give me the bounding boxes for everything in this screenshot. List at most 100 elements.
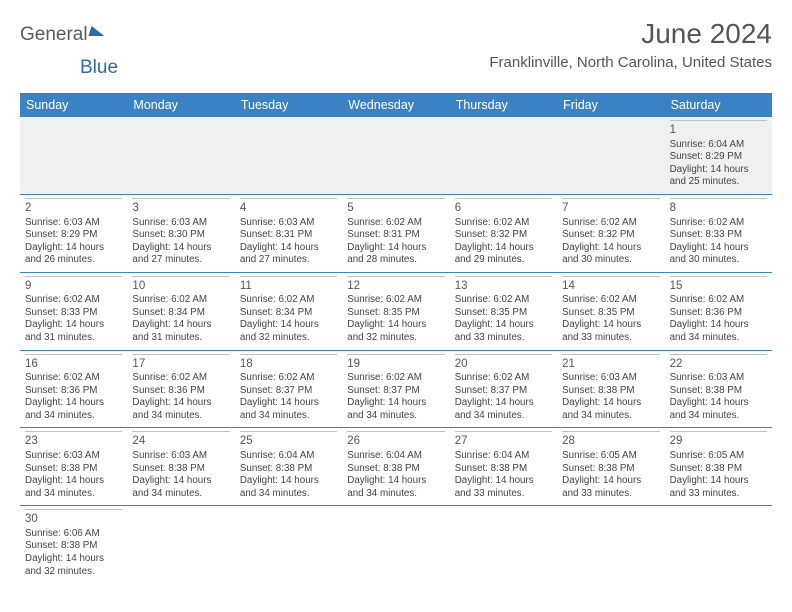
- sunrise-line: Sunrise: 6:02 AM: [240, 372, 337, 385]
- logo: General: [20, 24, 106, 46]
- calendar-day-cell: 29Sunrise: 6:05 AMSunset: 8:38 PMDayligh…: [665, 428, 772, 505]
- calendar-week-row: 23Sunrise: 6:03 AMSunset: 8:38 PMDayligh…: [20, 428, 772, 506]
- daylight-line: Daylight: 14 hours and 27 minutes.: [240, 242, 337, 267]
- daylight-line: Daylight: 14 hours and 34 minutes.: [25, 397, 122, 422]
- daylight-line: Daylight: 14 hours and 34 minutes.: [562, 397, 659, 422]
- calendar-day-cell: 20Sunrise: 6:02 AMSunset: 8:37 PMDayligh…: [450, 351, 557, 428]
- sunset-line: Sunset: 8:38 PM: [562, 385, 659, 398]
- sunrise-line: Sunrise: 6:03 AM: [132, 217, 229, 230]
- calendar-day-cell: 12Sunrise: 6:02 AMSunset: 8:35 PMDayligh…: [342, 273, 449, 350]
- sunset-line: Sunset: 8:38 PM: [562, 463, 659, 476]
- sunrise-line: Sunrise: 6:02 AM: [132, 294, 229, 307]
- date-number: 15: [670, 276, 767, 294]
- calendar-empty-cell: [235, 506, 342, 583]
- sunset-line: Sunset: 8:35 PM: [562, 307, 659, 320]
- calendar-empty-cell: [342, 506, 449, 583]
- calendar-empty-cell: [557, 506, 664, 583]
- sunrise-line: Sunrise: 6:02 AM: [347, 217, 444, 230]
- date-number: 13: [455, 276, 552, 294]
- calendar-day-cell: 3Sunrise: 6:03 AMSunset: 8:30 PMDaylight…: [127, 195, 234, 272]
- sunset-line: Sunset: 8:30 PM: [132, 229, 229, 242]
- date-number: 7: [562, 198, 659, 216]
- sunrise-line: Sunrise: 6:03 AM: [562, 372, 659, 385]
- day-header-row: Sunday Monday Tuesday Wednesday Thursday…: [20, 93, 772, 117]
- date-number: 18: [240, 354, 337, 372]
- date-number: 12: [347, 276, 444, 294]
- calendar-day-cell: 1Sunrise: 6:04 AMSunset: 8:29 PMDaylight…: [665, 117, 772, 194]
- sunset-line: Sunset: 8:34 PM: [132, 307, 229, 320]
- calendar-day-cell: 26Sunrise: 6:04 AMSunset: 8:38 PMDayligh…: [342, 428, 449, 505]
- date-number: 10: [132, 276, 229, 294]
- calendar-week-row: 1Sunrise: 6:04 AMSunset: 8:29 PMDaylight…: [20, 117, 772, 195]
- calendar-day-cell: 25Sunrise: 6:04 AMSunset: 8:38 PMDayligh…: [235, 428, 342, 505]
- sunrise-line: Sunrise: 6:02 AM: [455, 372, 552, 385]
- sunrise-line: Sunrise: 6:05 AM: [562, 450, 659, 463]
- calendar-day-cell: 11Sunrise: 6:02 AMSunset: 8:34 PMDayligh…: [235, 273, 342, 350]
- calendar-day-cell: 16Sunrise: 6:02 AMSunset: 8:36 PMDayligh…: [20, 351, 127, 428]
- day-header-thursday: Thursday: [450, 93, 557, 117]
- calendar-empty-cell: [557, 117, 664, 194]
- sunset-line: Sunset: 8:38 PM: [132, 463, 229, 476]
- sunset-line: Sunset: 8:32 PM: [455, 229, 552, 242]
- logo-triangle-icon: [88, 26, 107, 36]
- sunrise-line: Sunrise: 6:02 AM: [455, 294, 552, 307]
- daylight-line: Daylight: 14 hours and 25 minutes.: [670, 164, 767, 189]
- calendar-empty-cell: [235, 117, 342, 194]
- daylight-line: Daylight: 14 hours and 34 minutes.: [240, 475, 337, 500]
- calendar-empty-cell: [342, 117, 449, 194]
- daylight-line: Daylight: 14 hours and 27 minutes.: [132, 242, 229, 267]
- sunset-line: Sunset: 8:38 PM: [25, 540, 122, 553]
- sunrise-line: Sunrise: 6:02 AM: [132, 372, 229, 385]
- sunset-line: Sunset: 8:29 PM: [25, 229, 122, 242]
- sunset-line: Sunset: 8:35 PM: [455, 307, 552, 320]
- daylight-line: Daylight: 14 hours and 33 minutes.: [562, 319, 659, 344]
- calendar-empty-cell: [665, 506, 772, 583]
- daylight-line: Daylight: 14 hours and 34 minutes.: [240, 397, 337, 422]
- calendar-day-cell: 13Sunrise: 6:02 AMSunset: 8:35 PMDayligh…: [450, 273, 557, 350]
- sunset-line: Sunset: 8:36 PM: [132, 385, 229, 398]
- daylight-line: Daylight: 14 hours and 34 minutes.: [347, 475, 444, 500]
- date-number: 4: [240, 198, 337, 216]
- sunset-line: Sunset: 8:33 PM: [670, 229, 767, 242]
- date-number: 25: [240, 431, 337, 449]
- sunrise-line: Sunrise: 6:02 AM: [670, 294, 767, 307]
- sunset-line: Sunset: 8:35 PM: [347, 307, 444, 320]
- date-number: 30: [25, 509, 122, 527]
- day-header-monday: Monday: [127, 93, 234, 117]
- sunrise-line: Sunrise: 6:02 AM: [347, 372, 444, 385]
- daylight-line: Daylight: 14 hours and 32 minutes.: [25, 553, 122, 578]
- sunrise-line: Sunrise: 6:04 AM: [347, 450, 444, 463]
- date-number: 5: [347, 198, 444, 216]
- calendar-day-cell: 17Sunrise: 6:02 AMSunset: 8:36 PMDayligh…: [127, 351, 234, 428]
- sunset-line: Sunset: 8:36 PM: [670, 307, 767, 320]
- sunrise-line: Sunrise: 6:02 AM: [25, 372, 122, 385]
- sunrise-line: Sunrise: 6:02 AM: [347, 294, 444, 307]
- daylight-line: Daylight: 14 hours and 32 minutes.: [347, 319, 444, 344]
- calendar-day-cell: 4Sunrise: 6:03 AMSunset: 8:31 PMDaylight…: [235, 195, 342, 272]
- date-number: 8: [670, 198, 767, 216]
- calendar-week-row: 2Sunrise: 6:03 AMSunset: 8:29 PMDaylight…: [20, 195, 772, 273]
- daylight-line: Daylight: 14 hours and 34 minutes.: [347, 397, 444, 422]
- sunrise-line: Sunrise: 6:06 AM: [25, 528, 122, 541]
- date-number: 6: [455, 198, 552, 216]
- calendar-table: Sunday Monday Tuesday Wednesday Thursday…: [20, 93, 772, 583]
- calendar-week-row: 9Sunrise: 6:02 AMSunset: 8:33 PMDaylight…: [20, 273, 772, 351]
- sunset-line: Sunset: 8:38 PM: [670, 463, 767, 476]
- date-number: 24: [132, 431, 229, 449]
- sunrise-line: Sunrise: 6:04 AM: [240, 450, 337, 463]
- calendar-week-row: 30Sunrise: 6:06 AMSunset: 8:38 PMDayligh…: [20, 506, 772, 583]
- date-number: 20: [455, 354, 552, 372]
- day-header-friday: Friday: [557, 93, 664, 117]
- sunset-line: Sunset: 8:37 PM: [455, 385, 552, 398]
- daylight-line: Daylight: 14 hours and 30 minutes.: [562, 242, 659, 267]
- date-number: 21: [562, 354, 659, 372]
- daylight-line: Daylight: 14 hours and 34 minutes.: [670, 319, 767, 344]
- daylight-line: Daylight: 14 hours and 30 minutes.: [670, 242, 767, 267]
- calendar-empty-cell: [20, 117, 127, 194]
- daylight-line: Daylight: 14 hours and 32 minutes.: [240, 319, 337, 344]
- calendar-day-cell: 10Sunrise: 6:02 AMSunset: 8:34 PMDayligh…: [127, 273, 234, 350]
- sunset-line: Sunset: 8:37 PM: [347, 385, 444, 398]
- sunset-line: Sunset: 8:29 PM: [670, 151, 767, 164]
- daylight-line: Daylight: 14 hours and 34 minutes.: [132, 475, 229, 500]
- date-number: 26: [347, 431, 444, 449]
